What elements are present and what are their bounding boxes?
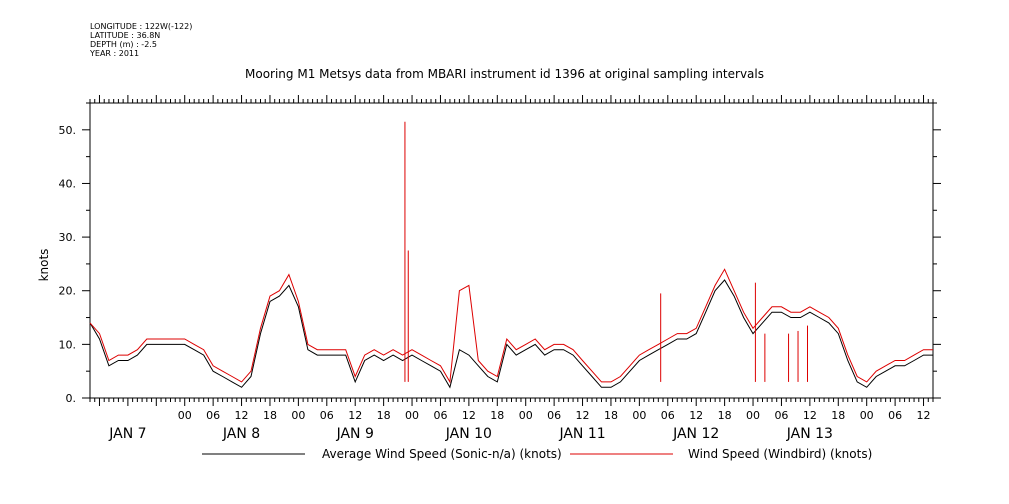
x-tick-label: 12: [348, 409, 362, 422]
x-tick-label: 06: [433, 409, 447, 422]
y-tick-label: 10.: [59, 338, 77, 351]
x-tick-label: 00: [405, 409, 419, 422]
x-tick-label: 18: [490, 409, 504, 422]
x-tick-label: 06: [206, 409, 220, 422]
y-tick-label: 40.: [59, 177, 77, 190]
legend-label-average-wind: Average Wind Speed (Sonic-n/a) (knots): [322, 447, 562, 461]
x-tick-label: 18: [831, 409, 845, 422]
y-tick-label: 20.: [59, 285, 77, 298]
x-tick-label: 06: [888, 409, 902, 422]
x-tick-label: 06: [774, 409, 788, 422]
depth-text: DEPTH (m) : -2.5: [90, 40, 157, 49]
x-tick-label: 18: [604, 409, 618, 422]
x-tick-label: 00: [291, 409, 305, 422]
day-label: JAN 7: [108, 426, 146, 442]
x-tick-label: 00: [632, 409, 646, 422]
x-tick-label: 00: [178, 409, 192, 422]
x-tick-label: 12: [462, 409, 476, 422]
y-tick-label: 50.: [59, 124, 77, 137]
day-label: JAN 9: [336, 426, 374, 442]
day-label: JAN 10: [445, 426, 492, 442]
x-tick-label: 18: [718, 409, 732, 422]
y-tick-label: 30.: [59, 231, 77, 244]
plot-frame: [89, 102, 934, 399]
chart-title: Mooring M1 Metsys data from MBARI instru…: [245, 67, 764, 81]
x-tick-label: 06: [661, 409, 675, 422]
latitude-text: LATITUDE : 36.8N: [90, 31, 161, 40]
legend: Average Wind Speed (Sonic-n/a) (knots) W…: [202, 447, 872, 461]
series-layer: [89, 121, 933, 389]
axes-group: 00 06 12 18 00 06 12 18 00 06 12 18 00 06 12 18 00 06 12 18…: [59, 95, 941, 442]
longitude-text: LONGITUDE : 122W(-122): [90, 22, 193, 31]
x-tick-label: 18: [263, 409, 277, 422]
x-tick-label: 12: [917, 409, 931, 422]
x-tick-label: 12: [803, 409, 817, 422]
x-tick-label: 12: [576, 409, 590, 422]
day-label: JAN 12: [672, 426, 719, 442]
y-tick-label: 0.: [66, 392, 77, 405]
legend-label-windbird: Wind Speed (Windbird) (knots): [688, 447, 872, 461]
x-tick-label: 00: [519, 409, 533, 422]
day-label: JAN 13: [786, 426, 833, 442]
x-tick-label: 00: [860, 409, 874, 422]
day-label: JAN 8: [222, 426, 260, 442]
series-line-average-wind: [89, 279, 933, 389]
x-tick-label: 18: [377, 409, 391, 422]
x-tick-label: 12: [689, 409, 703, 422]
year-text: YEAR : 2011: [90, 49, 140, 58]
x-tick-label: 00: [746, 409, 760, 422]
series-line-windbird: [89, 268, 933, 384]
day-label: JAN 11: [558, 426, 605, 442]
metadata-block: LONGITUDE : 122W(-122) LATITUDE : 36.8N …: [90, 22, 192, 58]
x-tick-label: 12: [235, 409, 249, 422]
x-tick-label: 06: [320, 409, 334, 422]
x-tick-label: 06: [547, 409, 561, 422]
y-axis-label: knots: [37, 249, 51, 282]
